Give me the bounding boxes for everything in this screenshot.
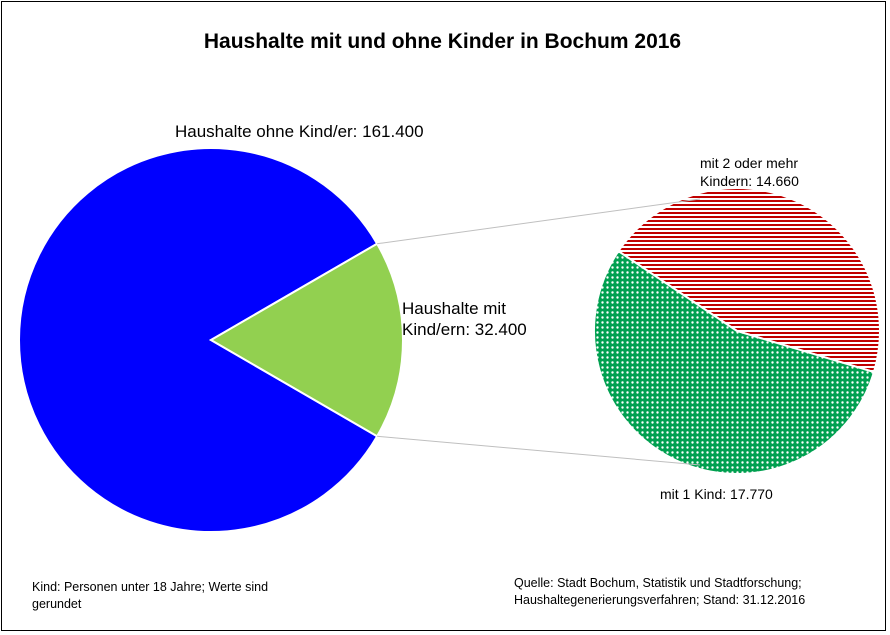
footnote-right: Quelle: Stadt Bochum, Statistik und Stad… (514, 575, 874, 609)
slice-mehr-kinder (617, 187, 881, 374)
connector-line-top (377, 198, 701, 245)
detail-pie (593, 187, 881, 475)
footnote-right-line2: Haushaltegenerierungsverfahren; Stand: 3… (514, 593, 806, 607)
label-mit-kindern-line1: Haushalte mit (402, 299, 506, 318)
slice-mit-kindern (209, 242, 404, 438)
slice-ohne-kinder (18, 147, 379, 533)
label-ohne-kinder: Haushalte ohne Kind/er: 161.400 (175, 122, 424, 141)
footnote-left: Kind: Personen unter 18 Jahre; Werte sin… (32, 579, 332, 613)
footnote-left-line2: gerundet (32, 597, 82, 611)
main-pie (18, 147, 404, 533)
chart-title: Haushalte mit und ohne Kinder in Bochum … (203, 30, 682, 53)
label-mit-kindern-line2: Kind/ern: 32.400 (402, 320, 527, 339)
label-mehr-kinder-line1: mit 2 oder mehr (700, 155, 798, 171)
label-ein-kind: mit 1 Kind: 17.770 (660, 486, 773, 502)
footnote-right-line1: Quelle: Stadt Bochum, Statistik und Stad… (514, 576, 802, 590)
label-mehr-kinder-line2: Kindern: 14.660 (700, 173, 799, 189)
footnote-left-line1: Kind: Personen unter 18 Jahre; Werte sin… (32, 580, 269, 594)
slice-ein-kind (593, 249, 876, 475)
connector-line-bottom (377, 435, 701, 466)
